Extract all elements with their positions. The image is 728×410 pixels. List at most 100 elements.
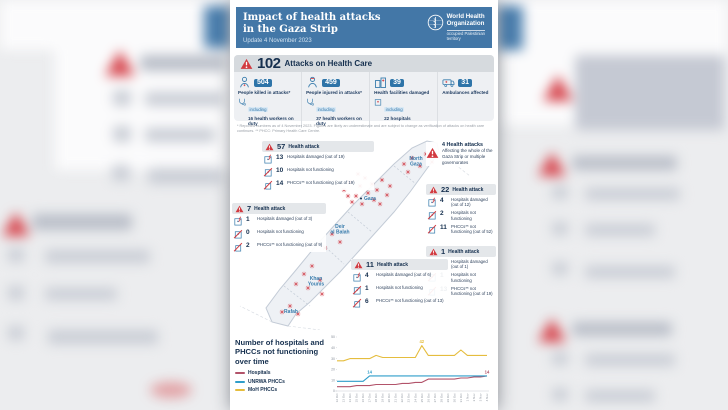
attack-marker bbox=[384, 192, 390, 198]
callout-row-label: Hospitals not functioning bbox=[257, 229, 304, 234]
stat-top-row: 39 bbox=[374, 76, 433, 89]
y-tick-label: 0 bbox=[333, 389, 335, 393]
attack-marker bbox=[287, 303, 293, 309]
x-tick-label: 23 Oct bbox=[407, 393, 411, 402]
callout-row-label: PHCCs** not functioning (out of 19) bbox=[287, 180, 355, 185]
bg-text-bar bbox=[145, 128, 215, 142]
callout-north: 57 Health attack 13 Hospitals damaged (out … bbox=[262, 141, 374, 190]
legend-item: UNRWA PHCCs bbox=[235, 379, 285, 385]
bg-icon-block bbox=[8, 286, 24, 300]
data-label: 42 bbox=[419, 339, 424, 344]
hospital-not-functioning-icon bbox=[352, 285, 362, 295]
callout-body: Affecting the whole of the Gaza Strip or… bbox=[442, 148, 493, 165]
callout-deir: 7 Health attack 1 Hospitals damaged (out of… bbox=[232, 203, 326, 252]
stat-value-badge: 31 bbox=[458, 78, 472, 87]
callout-header: 1 Health attack bbox=[426, 246, 496, 257]
attack-marker bbox=[405, 169, 411, 175]
hospital-damaged-icon bbox=[352, 272, 362, 282]
bg-icon-block bbox=[113, 90, 131, 106]
stat-sub-row: including 22 hospitals bbox=[374, 98, 433, 121]
callout-rows: 13 Hospitals damaged (out of 19) 10 Hospita… bbox=[262, 154, 374, 190]
stethoscope-icon bbox=[306, 98, 315, 106]
stat-sub-text-block: including 22 hospitals bbox=[384, 98, 411, 121]
stat-column-3: 39 Health facilities damaged including 22 h… bbox=[370, 72, 439, 129]
phcc-not-functioning-icon bbox=[263, 180, 273, 190]
hospital-not-functioning-icon bbox=[233, 229, 243, 239]
bg-warning-triangle bbox=[538, 318, 566, 342]
callout-title: Health attack bbox=[448, 248, 480, 255]
bg-icon-block bbox=[8, 248, 24, 262]
callout-rows: 1 Hospitals damaged (out of 3) 0 Hospitals … bbox=[232, 216, 326, 252]
x-tick-label: 16 Oct bbox=[361, 393, 365, 402]
stat-top-row: 504 bbox=[238, 76, 297, 89]
stat-sub-text-block: including 37 health workers on duty bbox=[316, 98, 365, 127]
warning-icon bbox=[265, 143, 274, 151]
x-tick-label: 12 Oct bbox=[335, 393, 339, 402]
bg-text-bar bbox=[145, 92, 223, 106]
stat-value-badge: 459 bbox=[322, 78, 340, 87]
attack-marker bbox=[349, 199, 355, 205]
bg-icon-block bbox=[552, 388, 568, 401]
map-label-rafah: Rafah bbox=[284, 309, 298, 315]
legend-item: MoH PHCCs bbox=[235, 387, 285, 393]
stat-label: Health facilities damaged bbox=[374, 90, 430, 95]
who-name-line1: World Health bbox=[446, 13, 485, 20]
total-attacks-value: 102 bbox=[257, 55, 281, 72]
callout-row-label: PHCCs** not functioning (out of 52) bbox=[451, 223, 493, 235]
map-label-deir-al-balah: Deir bbox=[335, 224, 345, 230]
stethoscope-icon bbox=[238, 98, 246, 106]
callout-row-label: PHCCs** not functioning (out of 19) bbox=[451, 285, 493, 297]
warning-icon bbox=[429, 186, 438, 194]
stat-sub-row: including 37 health workers on duty bbox=[306, 98, 365, 127]
hospital-damaged-icon bbox=[427, 197, 437, 207]
callout-row: 13 Hospitals damaged (out of 19) bbox=[263, 154, 374, 164]
hospital-not-functioning-icon bbox=[263, 167, 273, 177]
bg-warning-triangle bbox=[2, 212, 30, 236]
ambulance-icon bbox=[442, 76, 455, 89]
stat-top-row: 31 bbox=[442, 76, 490, 89]
header-text-block: Impact of health attacks in the Gaza Str… bbox=[243, 12, 381, 44]
attack-marker bbox=[337, 239, 343, 245]
map-label-deir-al-balah: al Balah bbox=[330, 230, 349, 236]
callout-count: 11 bbox=[366, 260, 374, 269]
attack-marker bbox=[377, 201, 383, 207]
attack-marker bbox=[379, 177, 385, 183]
map-label-khan-younis: Younis bbox=[308, 282, 325, 288]
bg-icon-block bbox=[552, 186, 568, 199]
stat-column-1: 504 People killed in attacks* including 16 … bbox=[234, 72, 303, 129]
callout-count: 1 bbox=[441, 247, 446, 256]
phcc-not-functioning-icon bbox=[233, 242, 243, 252]
attack-marker bbox=[329, 231, 335, 237]
x-tick-label: 31 Oct bbox=[459, 393, 463, 402]
callout-row: 4 Hospitals damaged (out of 6) bbox=[352, 272, 448, 282]
hospital-icon bbox=[374, 98, 382, 106]
attack-marker bbox=[301, 271, 307, 277]
map-label-north-gaza: North bbox=[409, 156, 422, 162]
header: Impact of health attacks in the Gaza Str… bbox=[236, 7, 492, 48]
bg-icon-block bbox=[112, 165, 130, 181]
callout-row-value: 2 bbox=[246, 242, 250, 249]
footnote: * Reported numbers as of 4 November 2023… bbox=[237, 124, 485, 134]
who-territory: occupied Palestinian territory bbox=[446, 29, 485, 42]
callout-row: 6 PHCCs** not functioning (out of 13) bbox=[352, 298, 448, 308]
who-territory-line1: occupied Palestinian bbox=[446, 30, 485, 36]
attack-marker bbox=[409, 155, 415, 161]
bg-blue-strip bbox=[204, 6, 230, 48]
bg-text-bar bbox=[585, 224, 655, 236]
attack-marker bbox=[365, 190, 371, 196]
callout-header: 7 Health attack bbox=[232, 203, 326, 214]
legend-swatch bbox=[235, 380, 245, 383]
callout-row: 10 Hospitals not functioning bbox=[263, 167, 374, 177]
x-tick-label: 21 Oct bbox=[394, 393, 398, 402]
x-tick-label: 1 Nov bbox=[465, 393, 469, 401]
callout-title: Health attack bbox=[254, 205, 286, 212]
line-chart: 0 10 20 30 40 50 12 Oct 13 Oct 14 Oct 15 Oct 16 Oc… bbox=[331, 335, 490, 402]
callout-row-label: Hospitals not functioning bbox=[451, 210, 476, 221]
stat-sub-text: 22 hospitals bbox=[384, 115, 411, 121]
callout-row-value: 1 bbox=[246, 216, 250, 223]
stat-top-row: 459 bbox=[306, 76, 365, 89]
attack-marker bbox=[371, 197, 377, 203]
bg-text-bar bbox=[32, 214, 132, 230]
